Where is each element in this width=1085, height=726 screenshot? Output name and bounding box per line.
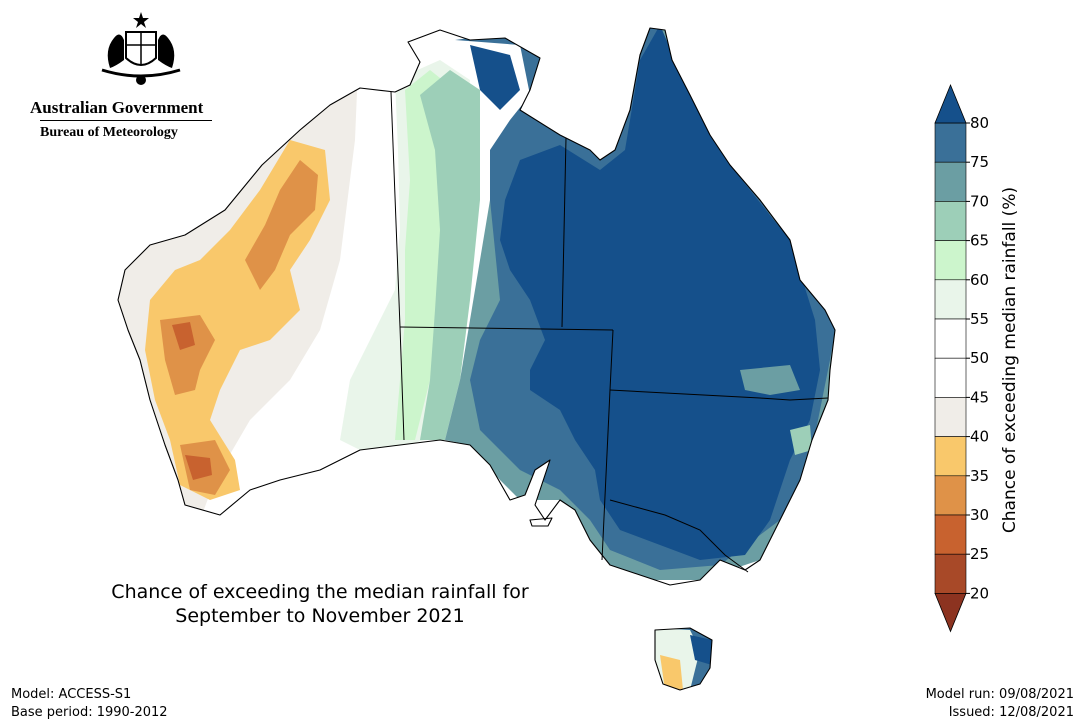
base-period: Base period: 1990-2012 bbox=[11, 705, 168, 720]
model-info: Model: ACCESS-S1 Base period: 1990-2012 bbox=[11, 686, 168, 722]
colorbar-tick-label: 60 bbox=[970, 271, 989, 289]
colorbar-tick-label: 50 bbox=[970, 349, 989, 367]
model-run-date: Model run: 09/08/2021 bbox=[925, 687, 1074, 702]
colorbar-min-triangle bbox=[934, 593, 967, 633]
colorbar-band-20-25 bbox=[934, 553, 967, 594]
issue-info: Model run: 09/08/2021 Issued: 12/08/2021 bbox=[926, 686, 1074, 722]
map-title-line2: September to November 2021 bbox=[175, 605, 465, 627]
colorbar-band-70-75 bbox=[934, 161, 967, 202]
model-name: Model: ACCESS-S1 bbox=[11, 687, 132, 702]
colorbar-band-65-70 bbox=[934, 201, 967, 241]
colorbar-tick-label: 40 bbox=[970, 428, 989, 446]
colorbar-band-40-45 bbox=[934, 397, 967, 437]
map-title: Chance of exceeding the median rainfall … bbox=[60, 580, 580, 628]
colorbar-band-60-65 bbox=[934, 240, 967, 281]
colorbar-label: Chance of exceeding median rainfall (%) bbox=[1000, 186, 1020, 534]
issued-date: Issued: 12/08/2021 bbox=[948, 705, 1074, 720]
colorbar-band-50-55 bbox=[934, 318, 967, 359]
colorbar-tick-label: 20 bbox=[970, 584, 989, 602]
colorbar-band-35-40 bbox=[934, 436, 967, 477]
colorbar: 80 75 70 65 60 55 50 45 40 35 30 25 20 bbox=[934, 83, 989, 633]
colorbar-max-triangle bbox=[934, 83, 967, 124]
colorbar-band-55-60 bbox=[934, 279, 967, 320]
colorbar-band-45-50 bbox=[934, 357, 967, 398]
colorbar-tick-label: 70 bbox=[970, 192, 989, 210]
colorbar-tick-label: 55 bbox=[970, 310, 989, 328]
colorbar-tick-label: 35 bbox=[970, 467, 989, 485]
colorbar-tick-label: 65 bbox=[970, 232, 989, 250]
colorbar-tick-label: 80 bbox=[970, 114, 989, 132]
agency-name: Bureau of Meteorology bbox=[40, 120, 212, 141]
coat-of-arms-icon bbox=[101, 12, 181, 85]
colorbar-band-25-30 bbox=[934, 514, 967, 555]
colorbar-tick-label: 30 bbox=[970, 506, 989, 524]
government-name: Australian Government bbox=[30, 98, 204, 117]
map-title-line1: Chance of exceeding the median rainfall … bbox=[111, 581, 529, 603]
colorbar-band-30-35 bbox=[934, 475, 967, 516]
colorbar-tick-label: 45 bbox=[970, 388, 989, 406]
bom-logo: Australian Government Bureau of Meteorol… bbox=[24, 10, 224, 140]
colorbar-tick-label: 25 bbox=[970, 545, 989, 563]
colorbar-band-75-80 bbox=[934, 122, 967, 163]
colorbar-tick-label: 75 bbox=[970, 153, 989, 171]
